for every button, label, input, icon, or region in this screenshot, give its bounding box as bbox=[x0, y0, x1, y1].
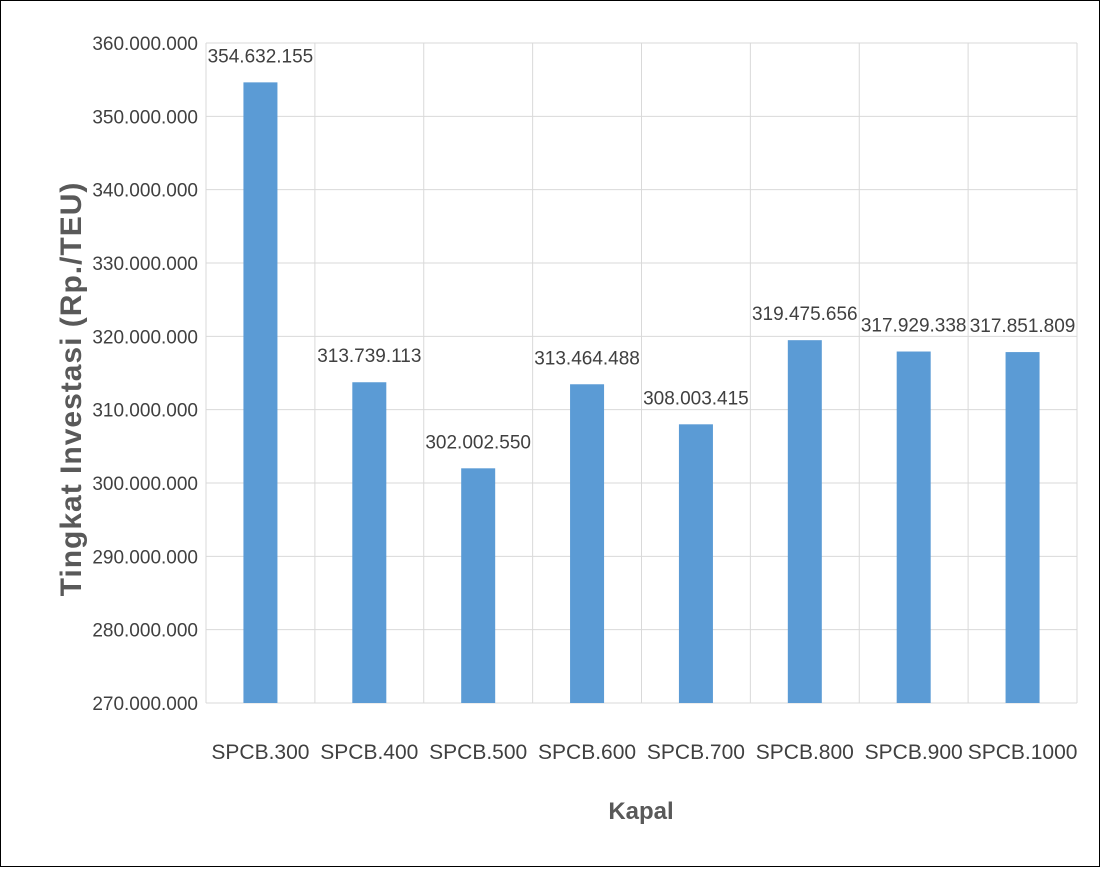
y-tick-label: 270.000.000 bbox=[92, 694, 198, 715]
bar bbox=[678, 424, 713, 703]
data-label: 317.851.809 bbox=[970, 316, 1076, 337]
y-tick-label: 310.000.000 bbox=[92, 401, 198, 422]
bar bbox=[787, 340, 822, 703]
x-axis-title: Kapal bbox=[608, 798, 673, 825]
x-tick-label: SPCB.300 bbox=[211, 741, 309, 764]
bars bbox=[243, 82, 1040, 703]
y-tick-label: 360.000.000 bbox=[92, 34, 198, 55]
y-tick-label: 350.000.000 bbox=[92, 107, 198, 128]
bar bbox=[896, 351, 931, 703]
data-labels: 354.632.155 313.739.113 302.002.550 313.464… bbox=[208, 46, 1076, 453]
x-tick-label: SPCB.900 bbox=[865, 741, 963, 764]
x-tick-label: SPCB.700 bbox=[647, 741, 745, 764]
x-tick-label: SPCB.400 bbox=[320, 741, 418, 764]
x-axis-ticks: SPCB.300 SPCB.400 SPCB.500 SPCB.600 SPCB.700… bbox=[211, 741, 1077, 764]
bar bbox=[243, 82, 278, 703]
y-tick-label: 290.000.000 bbox=[92, 547, 198, 568]
data-label: 313.739.113 bbox=[317, 346, 421, 367]
bar bbox=[1005, 352, 1040, 703]
y-tick-label: 320.000.000 bbox=[92, 327, 198, 348]
data-label: 354.632.155 bbox=[208, 46, 314, 67]
x-tick-label: SPCB.800 bbox=[756, 741, 854, 764]
bar bbox=[461, 468, 496, 703]
data-label: 308.003.415 bbox=[643, 388, 749, 409]
y-axis-title: Tingkat Investasi (Rp./TEU) bbox=[55, 182, 88, 597]
y-axis-ticks: 270.000.000 280.000.000 290.000.000 300.000… bbox=[92, 34, 198, 715]
x-tick-label: SPCB.600 bbox=[538, 741, 636, 764]
x-tick-label: SPCB.500 bbox=[429, 741, 527, 764]
y-tick-label: 330.000.000 bbox=[92, 254, 198, 275]
data-label: 313.464.488 bbox=[534, 348, 640, 369]
bar bbox=[352, 382, 387, 703]
x-tick-label: SPCB.1000 bbox=[968, 741, 1078, 764]
data-label: 302.002.550 bbox=[425, 432, 531, 453]
y-tick-label: 300.000.000 bbox=[92, 474, 198, 495]
data-label: 319.475.656 bbox=[752, 304, 858, 325]
bar bbox=[570, 384, 605, 703]
gridlines bbox=[205, 42, 1078, 704]
data-label: 317.929.338 bbox=[861, 316, 967, 337]
y-tick-label: 340.000.000 bbox=[92, 181, 198, 202]
y-tick-label: 280.000.000 bbox=[92, 621, 198, 642]
